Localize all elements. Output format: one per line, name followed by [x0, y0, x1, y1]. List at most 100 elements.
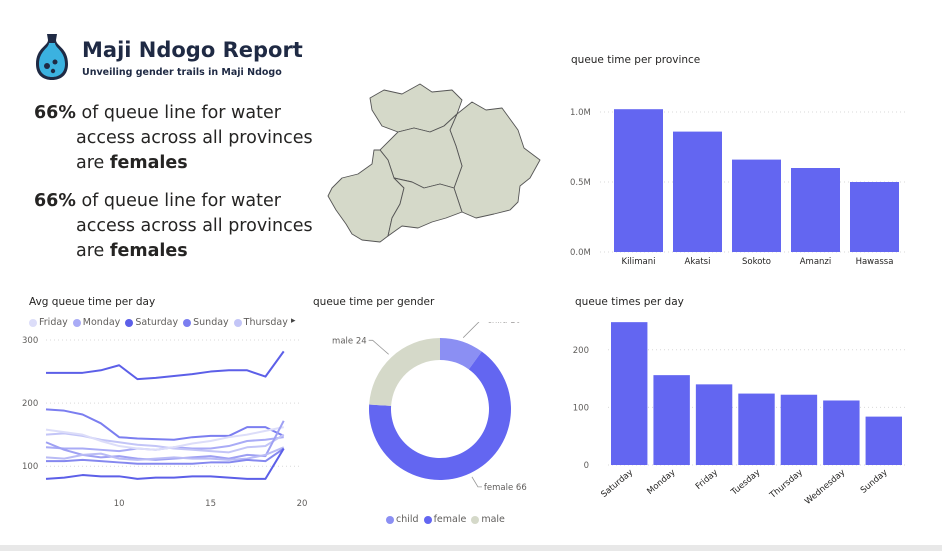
province-bar — [732, 159, 781, 252]
stat-females: females — [109, 241, 188, 261]
series-line — [45, 408, 285, 441]
province-bar — [614, 109, 663, 252]
y-tick-label: 200 — [573, 346, 589, 356]
data-label-leader — [462, 322, 480, 338]
legend-label: Sunday — [193, 317, 229, 328]
province-bar — [673, 131, 722, 252]
legend-item[interactable]: Thursday — [233, 317, 288, 328]
data-label-leader — [471, 476, 482, 488]
y-tick-label: 0.0M — [570, 248, 591, 258]
legend-dot — [29, 318, 37, 327]
stat-text-line2: access across all provinces — [76, 216, 313, 236]
report-logo — [33, 32, 71, 82]
legend-dot — [183, 318, 192, 327]
map-province-east — [449, 101, 541, 219]
weekday-bar — [653, 375, 690, 465]
donut-legend[interactable]: child female male — [386, 514, 510, 525]
weekday-bar — [611, 322, 648, 465]
legend-item[interactable]: Friday — [29, 317, 68, 328]
legend-scroll-arrow[interactable]: ▸ — [291, 316, 296, 326]
stat-text-line1: of queue line for water — [81, 191, 281, 211]
donut-slice — [440, 338, 482, 370]
stat-text-line2: access across all provinces — [76, 128, 313, 148]
report-subtitle: Unveiling gender trails in Maji Ndogo — [82, 67, 282, 78]
page-bottom-bar — [0, 545, 942, 551]
series-line — [45, 446, 285, 461]
donut-data-label: child 10 — [487, 322, 521, 326]
stat-females: females — [109, 153, 188, 173]
stat-text-line3: are females — [76, 241, 188, 261]
gender-donut-chart: child 10 female 66 male 24 — [332, 322, 527, 493]
legend-item[interactable]: male — [471, 514, 505, 525]
daily-line-chart-title: Avg queue time per day — [29, 296, 156, 308]
y-tick-label: 100 — [22, 462, 38, 472]
donut-data-label: male 24 — [332, 336, 367, 346]
legend-dot — [471, 515, 480, 524]
legend-label: male — [481, 514, 505, 525]
province-bar-chart: 0.0M 0.5M 1.0M Kilimani Akatsi Sokoto Amanzi Ha… — [570, 108, 905, 267]
legend-dot — [386, 515, 394, 524]
x-tick-label: Wednesday — [803, 468, 847, 505]
y-tick-label: 200 — [22, 399, 38, 409]
weekday-bar — [865, 416, 902, 465]
x-tick-label: Sokoto — [742, 257, 771, 267]
x-tick-label: Saturday — [599, 468, 635, 500]
x-tick-label: Kilimani — [622, 257, 656, 267]
y-tick-label: 100 — [573, 403, 589, 413]
stat-block: 66% of queue line for water access acros… — [34, 101, 324, 176]
y-tick-label: 300 — [22, 336, 38, 346]
y-tick-label: 0 — [584, 461, 589, 471]
province-map[interactable] — [322, 78, 544, 246]
y-tick-label: 0.5M — [570, 178, 591, 188]
weekday-bar — [738, 393, 775, 465]
stat-text-line1: of queue line for water — [81, 103, 281, 123]
donut-slice — [369, 351, 512, 480]
legend-item[interactable]: female — [423, 514, 467, 525]
x-tick-label: Friday — [694, 468, 720, 492]
x-tick-label: Tuesday — [729, 468, 763, 499]
x-tick-label: Amanzi — [800, 257, 832, 267]
data-label-leader — [368, 339, 389, 355]
stat-percent: 66% — [34, 103, 76, 123]
legend-dot — [233, 318, 242, 327]
legend-label: female — [433, 514, 467, 525]
legend-label: Saturday — [135, 317, 179, 328]
legend-item[interactable]: Sunday — [183, 317, 229, 328]
line-chart-legend[interactable]: Friday Monday Saturday Sunday Thursday — [29, 317, 293, 328]
weekday-chart-title: queue times per day — [575, 296, 684, 308]
series-line — [46, 350, 285, 381]
province-bar — [850, 182, 899, 252]
weekday-bar — [780, 394, 818, 465]
province-chart-title: queue time per province — [571, 54, 701, 66]
legend-label: child — [396, 514, 419, 525]
legend-item[interactable]: Monday — [72, 317, 121, 328]
x-tick-label: 15 — [205, 499, 216, 509]
x-tick-label: Hawassa — [856, 257, 894, 267]
x-tick-label: Monday — [645, 468, 677, 497]
legend-item[interactable]: Saturday — [125, 317, 178, 328]
weekday-bar — [695, 384, 733, 465]
province-bar — [791, 168, 840, 252]
legend-label: Monday — [82, 317, 121, 328]
legend-label: Thursday — [243, 317, 288, 328]
weekday-bar-chart: 0 100 200 Saturday Monday Friday Tuesday Thursd… — [573, 322, 905, 505]
legend-label: Friday — [39, 317, 68, 328]
legend-item[interactable]: child — [386, 514, 419, 525]
legend-dot — [72, 318, 81, 327]
stat-text-line3: are females — [76, 153, 188, 173]
series-line — [46, 447, 285, 465]
daily-line-chart: 100 200 300 10 15 20 — [22, 336, 308, 509]
donut-slice — [369, 338, 440, 406]
legend-dot — [125, 318, 134, 327]
series-line — [45, 448, 285, 480]
y-tick-label: 1.0M — [570, 108, 591, 118]
donut-data-label: female 66 — [484, 483, 527, 493]
x-tick-label: 20 — [297, 499, 308, 509]
x-tick-label: Thursday — [767, 468, 804, 502]
stat-block: 66% of queue line for water access acros… — [34, 189, 324, 264]
series-line — [45, 426, 284, 451]
weekday-bar — [823, 400, 860, 465]
report-title: Maji Ndogo Report — [82, 38, 303, 62]
legend-dot — [423, 515, 432, 524]
map-province-south — [387, 177, 463, 237]
